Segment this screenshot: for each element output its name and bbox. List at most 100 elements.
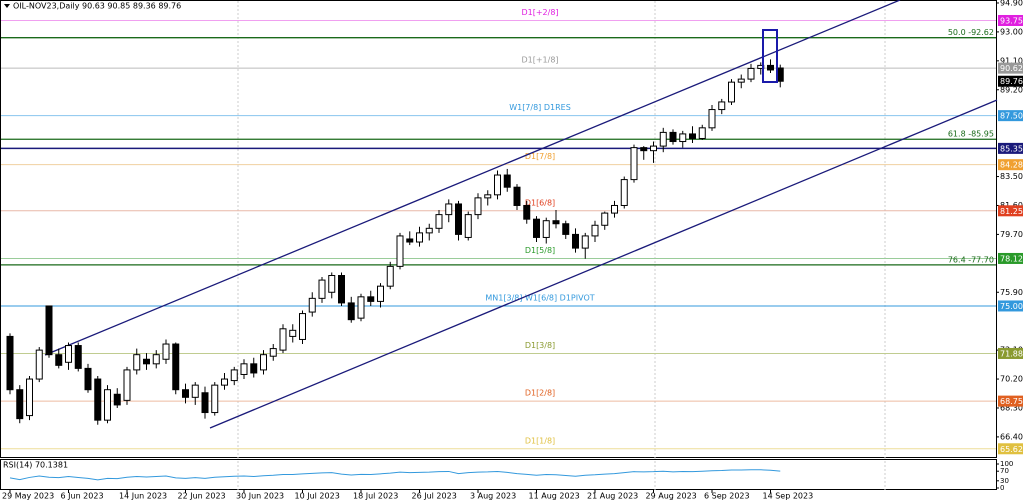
y-tick-label: 68.30 bbox=[1000, 403, 1023, 412]
candle-body bbox=[572, 233, 579, 249]
candle-body bbox=[728, 81, 735, 103]
candle-body bbox=[84, 367, 92, 391]
candle-body bbox=[250, 363, 258, 374]
level-label: D1[2/8] bbox=[525, 389, 555, 398]
price-box-label: 84.28 bbox=[1000, 161, 1023, 170]
channel-upper bbox=[44, 0, 901, 356]
candle-body bbox=[601, 212, 609, 226]
price-box bbox=[998, 443, 1023, 455]
price-box bbox=[998, 110, 1023, 122]
x-tick-label: 22 Jun 2023 bbox=[178, 492, 226, 501]
price-box bbox=[998, 252, 1023, 264]
price-box-label: 85.35 bbox=[1000, 144, 1023, 153]
candle-body bbox=[260, 354, 267, 371]
candle-body bbox=[708, 109, 716, 129]
candle-body bbox=[240, 363, 248, 375]
chart-title: OIL-NOV23,Daily 90.63 90.85 89.36 89.76 bbox=[13, 2, 181, 11]
rsi-tick-label: 30 bbox=[1000, 477, 1009, 485]
price-box bbox=[998, 159, 1023, 171]
level-label: D1[5/8] bbox=[525, 246, 555, 255]
price-box bbox=[998, 347, 1023, 359]
candle-body bbox=[367, 296, 375, 302]
candle-body bbox=[279, 328, 287, 351]
y-tick-label: 91.10 bbox=[1000, 56, 1023, 65]
candle-body bbox=[406, 238, 414, 243]
price-box-label: 90.62 bbox=[1000, 64, 1023, 73]
candle-body bbox=[591, 224, 599, 237]
candle-body bbox=[533, 218, 540, 238]
level-label: D1[+1/8] bbox=[521, 56, 558, 65]
menu-arrow bbox=[4, 4, 10, 8]
candle-body bbox=[386, 265, 394, 287]
candle-body bbox=[494, 174, 501, 196]
price-box-label: 75.00 bbox=[1000, 302, 1023, 311]
candle-body bbox=[659, 131, 667, 147]
rsi-tick-label: 0 bbox=[1000, 484, 1004, 492]
price-box bbox=[998, 142, 1023, 154]
price-box-label: 78.12 bbox=[1000, 254, 1023, 263]
level-label: MN1[3/8] W1[6/8] D1PIVOT bbox=[485, 293, 594, 302]
x-tick-label: 29 May 2023 bbox=[2, 492, 54, 501]
y-tick-label: 70.20 bbox=[1000, 375, 1023, 384]
fib-label: 50.0 -92.62 bbox=[948, 28, 994, 37]
candle-body bbox=[630, 147, 638, 181]
price-box bbox=[998, 75, 1023, 87]
price-box bbox=[998, 62, 1023, 74]
y-tick-label: 83.50 bbox=[1000, 172, 1023, 181]
y-tick-label: 66.40 bbox=[1000, 432, 1023, 441]
candle-body bbox=[513, 186, 521, 206]
price-box-label: 71.88 bbox=[1000, 349, 1023, 358]
rsi-tick-label: 100 bbox=[1000, 460, 1013, 468]
price-box bbox=[998, 395, 1023, 407]
candle-body bbox=[26, 378, 33, 417]
candle-body bbox=[74, 345, 82, 369]
candle-body bbox=[435, 214, 443, 229]
candle-body bbox=[581, 235, 589, 249]
price-box bbox=[998, 14, 1023, 26]
x-tick-label: 29 Aug 2023 bbox=[646, 492, 697, 501]
candle-body bbox=[698, 127, 706, 139]
candle-body bbox=[328, 275, 336, 293]
candle-body bbox=[318, 279, 326, 299]
rsi-pane bbox=[0, 459, 997, 490]
candle-body bbox=[718, 101, 726, 111]
candle-body bbox=[737, 78, 745, 83]
candle-body bbox=[338, 275, 345, 304]
candle-body bbox=[308, 297, 316, 313]
candle-body bbox=[562, 223, 570, 235]
candle-body bbox=[464, 214, 472, 238]
level-label: D1[+2/8] bbox=[521, 8, 558, 17]
level-label: D1[1/8] bbox=[525, 436, 555, 445]
candle-body bbox=[35, 349, 43, 380]
candle-body bbox=[669, 131, 677, 143]
level-label: D1[6/8] bbox=[525, 198, 555, 207]
rsi-line bbox=[9, 469, 781, 481]
candle-body bbox=[201, 392, 209, 414]
candle-body bbox=[104, 389, 111, 421]
candle-body bbox=[552, 220, 560, 225]
candle-body bbox=[182, 389, 189, 398]
candle-body bbox=[396, 235, 404, 267]
candle-body bbox=[94, 378, 102, 421]
price-box-label: 68.75 bbox=[1000, 397, 1023, 406]
x-tick-label: 10 Jul 2023 bbox=[295, 492, 340, 501]
candle-body bbox=[162, 343, 170, 360]
x-tick-label: 6 Sep 2023 bbox=[704, 492, 750, 501]
candle-body bbox=[689, 133, 696, 139]
fib-label: 61.8 -85.95 bbox=[948, 130, 994, 139]
price-box-label: 89.76 bbox=[1000, 77, 1023, 86]
y-tick-label: 75.90 bbox=[1000, 288, 1023, 297]
fib-label: 76.4 -77.70 bbox=[948, 255, 994, 264]
candle-body bbox=[503, 174, 511, 188]
candle-body bbox=[289, 329, 297, 337]
candle-body bbox=[172, 343, 180, 391]
price-pane bbox=[0, 0, 997, 458]
candle-body bbox=[6, 335, 14, 391]
level-label: D1[7/8] bbox=[525, 152, 555, 161]
candle-body bbox=[152, 354, 160, 365]
candle-body bbox=[416, 232, 423, 243]
candle-body bbox=[45, 305, 53, 356]
rsi-label: RSI(14) 70.1381 bbox=[3, 461, 68, 470]
x-tick-label: 14 Sep 2023 bbox=[763, 492, 814, 501]
